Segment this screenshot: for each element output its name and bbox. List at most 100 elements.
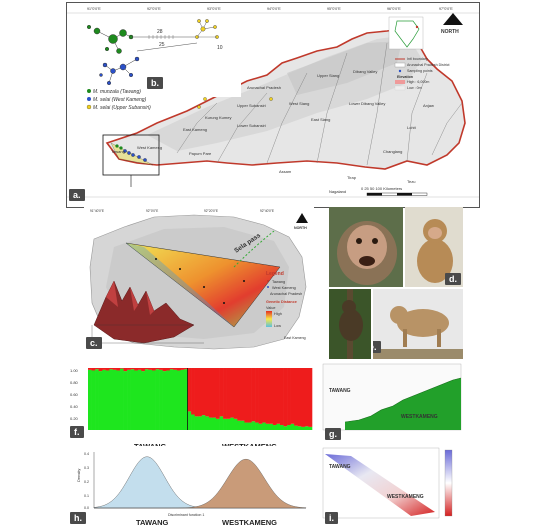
structure-bar-k1 [226, 418, 231, 430]
structure-bar-k2 [205, 368, 210, 417]
legend-c-wk: West Kameng [272, 286, 296, 290]
structure-bar-k1 [187, 411, 192, 430]
structure-bar-k2 [152, 368, 156, 371]
structure-bar-k2 [283, 368, 288, 427]
structure-bar-k2 [184, 368, 188, 370]
structure-bar-k1 [148, 369, 153, 430]
structure-bar-k1 [169, 369, 174, 430]
structure-bar-k2 [201, 368, 206, 416]
structure-bar-k2 [95, 368, 99, 370]
structure-bar-k2 [240, 368, 245, 421]
haplotype-network-yellow [195, 19, 219, 39]
coord-c-3: 92°20'0"E [204, 209, 218, 213]
structure-bar-k2 [237, 368, 242, 421]
structure-bar-k1 [230, 417, 235, 430]
legend-c-value: Value [266, 306, 275, 310]
structure-y-ticks: 1.00 0.80 0.60 0.40 0.20 0.00 [70, 368, 79, 433]
structure-bar-k1 [223, 418, 227, 430]
legend-high: High : 6,000m [407, 80, 429, 84]
structure-bar-k1 [134, 370, 139, 430]
green-cline [345, 378, 461, 430]
structure-bar-k2 [148, 368, 153, 370]
coord-top-3: 93°0'0"E [207, 7, 221, 11]
panel-label-d: d. [445, 273, 461, 285]
panel-a-map: 28 25 10 M. munzala (Tawang) M. selai (W… [66, 2, 480, 208]
structure-bar-k1 [265, 423, 270, 430]
legend-c-title: Legend [266, 271, 284, 277]
structure-bar-k2 [290, 368, 295, 424]
structure-bar-k2 [208, 368, 213, 418]
structure-bar-k2 [251, 368, 256, 422]
structure-bar-k2 [187, 368, 192, 412]
structure-bar-k2 [144, 368, 149, 370]
label-lower-dibang: Lower Dibang Valley [349, 101, 385, 106]
structure-bar-k1 [269, 423, 274, 430]
structure-bar-k1 [301, 426, 306, 430]
structure-bar-k2 [287, 368, 291, 426]
label-assam: Assam [279, 169, 292, 174]
f-ytick-2: 0.60 [70, 392, 79, 397]
structure-bar-k2 [137, 368, 142, 370]
legend-munzala: M. munzala (Tawang) [93, 89, 141, 95]
network-count-3: 10 [217, 45, 223, 51]
structure-bar-k2 [223, 368, 227, 419]
photo-macaque-sitting: d. [405, 207, 463, 287]
legend-c-ap: Arunachal Pradesh [270, 292, 302, 296]
structure-bar-k1 [127, 369, 131, 430]
structure-bar-k1 [201, 415, 206, 430]
structure-bar-k2 [276, 368, 281, 424]
network-count-2: 25 [159, 42, 165, 48]
structure-bar-k1 [244, 422, 249, 430]
structure-bar-k2 [219, 368, 224, 417]
f-ytick-3: 0.40 [70, 404, 79, 409]
legend-selai-us: M. selai (Upper Subansiri) [93, 105, 151, 111]
structure-bar-k1 [297, 426, 302, 430]
structure-bar-k2 [102, 368, 107, 370]
structure-bar-k1 [95, 369, 99, 430]
structure-bar-k1 [237, 420, 242, 430]
structure-bar-k1 [251, 421, 256, 430]
structure-bar-k2 [112, 368, 117, 370]
structure-bar-k1 [102, 369, 107, 430]
legend-c-gd: Genetic Distance [266, 300, 297, 304]
structure-bar-k1 [155, 369, 160, 430]
structure-bar-k2 [180, 368, 185, 370]
structure-bar-k1 [290, 423, 295, 430]
scale-bar: 0 25 50 100 Kilometers [361, 186, 428, 196]
structure-bar-k2 [233, 368, 238, 419]
network-count-1: 28 [157, 29, 163, 35]
label-tawang: Tawang [111, 149, 125, 154]
h-ytick-0: 0.4 [84, 452, 89, 456]
structure-bar-k1 [272, 425, 277, 430]
structure-bar-k1 [88, 369, 92, 430]
structure-bar-k1 [176, 370, 181, 430]
structure-bar-k1 [212, 417, 217, 430]
structure-bar-k1 [166, 370, 171, 430]
panel-label-c: c. [86, 337, 102, 349]
i-label-tawang: TAWANG [329, 464, 351, 470]
structure-bar-k1 [116, 370, 121, 430]
structure-bar-k1 [109, 369, 114, 430]
genetic-distance-map: Sela pass NORTH 91°40'0"E 92°0'0"E 92°20… [84, 207, 314, 357]
north-arrow-icon [443, 13, 463, 25]
g-label-wk: WESTKAMENG [401, 414, 438, 420]
arunachal-map: 28 25 10 M. munzala (Tawang) M. selai (W… [67, 7, 479, 198]
label-lower-subansiri: Lower Subansiri [237, 123, 266, 128]
haplotype-network-blue [99, 56, 140, 86]
structure-bar-k2 [191, 368, 195, 415]
panel-c-map: Sela pass NORTH 91°40'0"E 92°0'0"E 92°20… [84, 207, 314, 357]
structure-bar-k2 [297, 368, 302, 427]
coord-top-1: 91°0'0"E [87, 7, 101, 11]
structure-bar-k1 [191, 414, 195, 430]
structure-bar-k2 [155, 368, 160, 370]
structure-bar-k2 [166, 368, 171, 371]
legend-district: Arunachal Pradesh District [407, 63, 450, 67]
panel-label-h: h. [70, 512, 86, 524]
genetic-surface-3d [91, 280, 204, 344]
h-group-tawang: TAWANG [136, 518, 169, 527]
structure-bar-k1 [137, 369, 142, 430]
legend-c-low: Low [274, 324, 281, 328]
f-ytick-4: 0.20 [70, 416, 79, 421]
label-arunachal: Arunachal Pradesh [247, 85, 281, 90]
label-c-east-kameng: East Kameng [284, 336, 306, 340]
